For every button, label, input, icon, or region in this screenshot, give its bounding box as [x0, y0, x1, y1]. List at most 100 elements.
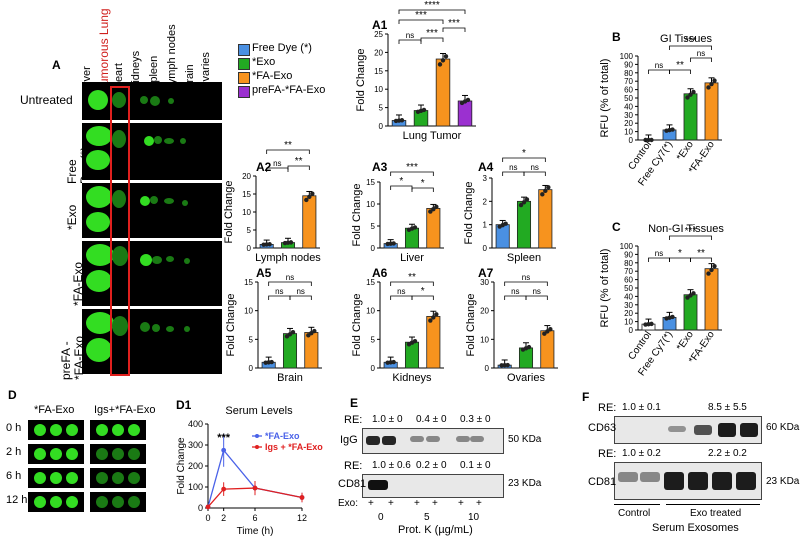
- y-tick-label: 0: [485, 364, 490, 373]
- organ-blob: [88, 90, 108, 110]
- significance-label: ***: [685, 226, 697, 237]
- exo-plus: +: [388, 498, 394, 509]
- significance-bracket: [268, 295, 291, 300]
- exo-plus: +: [432, 498, 438, 509]
- significance-label: ns: [697, 49, 705, 58]
- panel-d-image: [90, 492, 146, 512]
- bar: [538, 189, 553, 249]
- data-point: [706, 85, 711, 90]
- legend-label: Free Dye (*): [252, 42, 312, 54]
- y-tick-label: 2: [483, 197, 488, 206]
- significance-label: ***: [415, 10, 427, 21]
- panel-d-well: [128, 472, 140, 484]
- x-axis-label: Time (h): [237, 526, 274, 537]
- panel-d-well: [50, 496, 62, 508]
- organ-blob: [182, 200, 188, 206]
- organ-blob: [166, 326, 174, 332]
- panel-d-time-label: 6 h: [6, 470, 22, 482]
- exo-plus: +: [458, 498, 464, 509]
- y-tick-label: 0: [247, 244, 252, 253]
- blot-band: [366, 436, 380, 445]
- data-point: [691, 291, 696, 296]
- y-tick-label: 0: [629, 326, 634, 335]
- significance-bracket: [390, 281, 434, 286]
- panel-d-time-label: 0 h: [6, 422, 22, 434]
- re-value: 8.5 ± 5.5: [708, 402, 747, 413]
- series-line: [207, 448, 303, 508]
- panel-d-image: [28, 444, 84, 464]
- significance-bracket: [398, 19, 444, 24]
- data-point: [391, 359, 396, 365]
- significance-bracket: [398, 39, 422, 44]
- bar: [683, 294, 698, 331]
- legend-label: *Exo: [252, 56, 276, 68]
- panel-label-a5: A5: [256, 266, 272, 280]
- bar: [302, 195, 317, 249]
- organ-blob: [164, 198, 174, 204]
- re-label: RE:: [598, 448, 617, 460]
- y-tick-label: 10: [624, 318, 633, 327]
- exo-plus: +: [414, 498, 420, 509]
- y-tick-label: 300: [188, 440, 203, 450]
- significance-label: **: [284, 140, 292, 151]
- significance-label: ns: [406, 31, 414, 40]
- panel-d-well: [96, 424, 108, 436]
- re-value: 1.0 ± 0.2: [622, 448, 661, 459]
- data-point: [440, 58, 446, 63]
- panel-d-image: [28, 492, 84, 512]
- significance-bracket: [398, 9, 466, 14]
- y-tick-label: 60: [624, 276, 633, 285]
- significance-bracket: [669, 69, 691, 74]
- y-tick-label: 20: [242, 172, 251, 181]
- data-point: [421, 107, 427, 113]
- y-tick-label: 10: [624, 128, 633, 137]
- panel-d-well: [112, 496, 124, 508]
- data-point: [428, 318, 433, 323]
- y-tick-label: 5: [371, 335, 376, 344]
- panel-d-well: [66, 496, 78, 508]
- organ-blob: [140, 196, 150, 206]
- re-label: RE:: [598, 402, 617, 414]
- cd63-blot: [614, 416, 762, 444]
- organ-blob: [140, 322, 150, 332]
- y-tick-label: 50: [624, 284, 633, 293]
- panel-d-time-label: 2 h: [6, 446, 22, 458]
- y-tick-label: 100: [620, 52, 634, 61]
- y-tick-label: 400: [188, 419, 203, 429]
- legend-item: Free Dye (*): [238, 42, 358, 56]
- significance-bracket: [442, 27, 466, 32]
- y-tick-label: 15: [366, 178, 375, 187]
- significance-label: ns: [275, 287, 283, 296]
- y-tick-label: 0: [483, 244, 488, 253]
- row-separator: [82, 238, 222, 241]
- significance-label: ns: [511, 287, 519, 296]
- row-separator: [82, 306, 222, 309]
- bar: [540, 330, 555, 369]
- data-point: [412, 338, 418, 344]
- y-tick-label: 100: [620, 242, 634, 251]
- data-point: [691, 89, 696, 95]
- significance-bracket: [266, 149, 310, 154]
- organ-blob: [86, 186, 112, 208]
- panel-d-well: [50, 472, 62, 484]
- organ-blob: [184, 258, 190, 264]
- panel-label-a2: A2: [256, 160, 272, 174]
- panel-label-a6: A6: [372, 266, 388, 280]
- significance-bracket: [411, 187, 434, 192]
- organ-blob: [112, 190, 126, 208]
- data-point: [542, 331, 547, 336]
- significance-bracket: [690, 57, 712, 62]
- panel-d-image: [28, 468, 84, 488]
- data-point: [540, 192, 545, 197]
- panel-d-well: [128, 496, 140, 508]
- panel-label-a1: A1: [372, 18, 388, 32]
- significance-label: ***: [426, 28, 438, 39]
- data-point: [269, 359, 274, 365]
- blot-band: [368, 480, 388, 490]
- panel-label-a7: A7: [478, 266, 494, 280]
- group-label: Control: [618, 508, 651, 519]
- significance-bracket: [669, 235, 712, 240]
- data-point: [649, 137, 654, 143]
- exo-plus: +: [476, 498, 482, 509]
- cd63-label: CD63: [588, 422, 617, 434]
